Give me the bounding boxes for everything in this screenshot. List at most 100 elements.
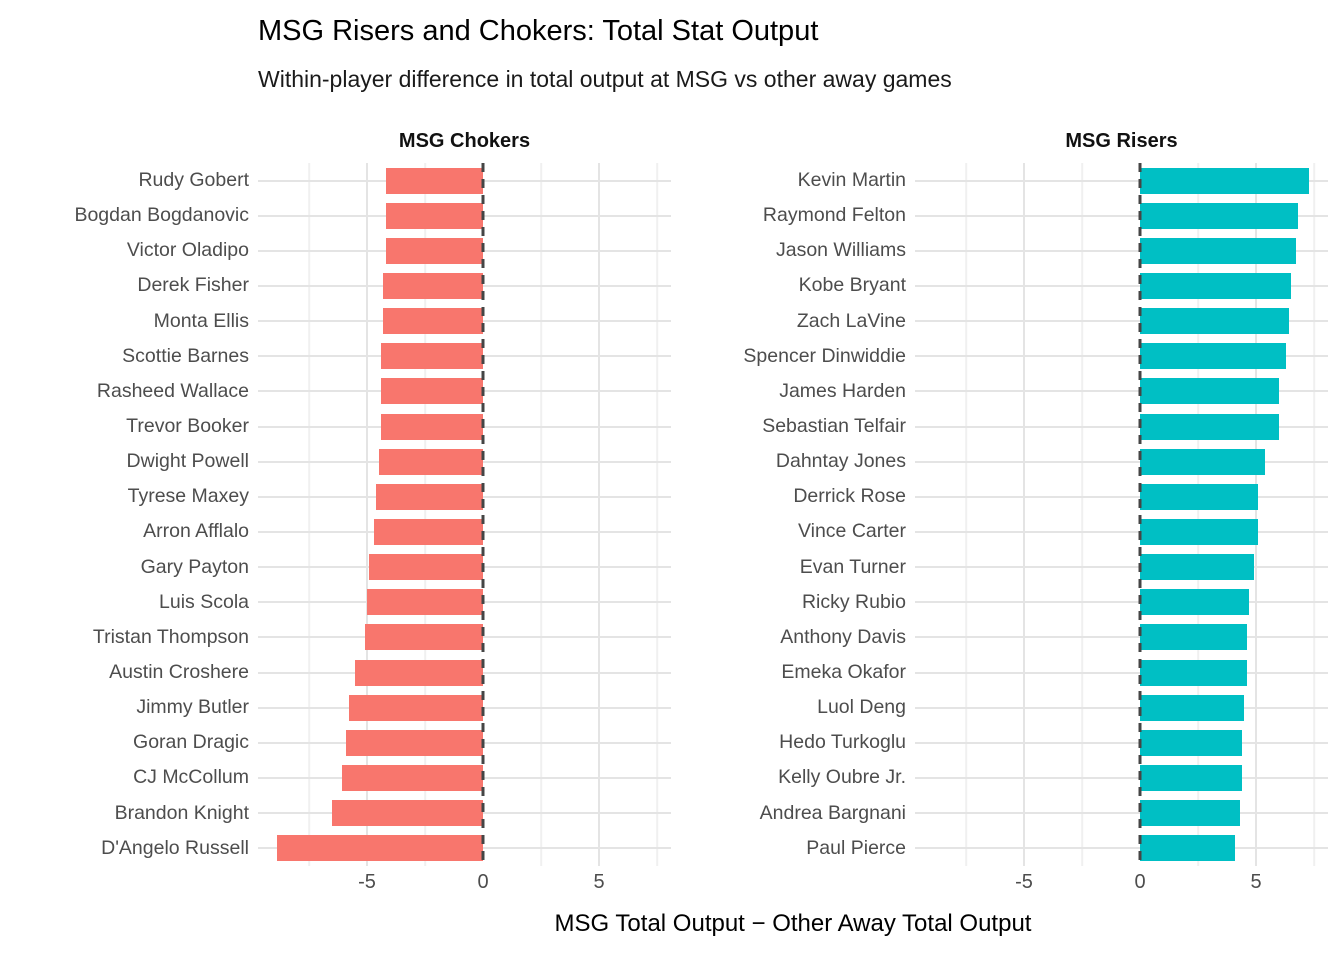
- player-label: Raymond Felton: [762, 204, 906, 227]
- player-label: James Harden: [779, 379, 906, 402]
- player-label: Trevor Booker: [126, 415, 249, 438]
- bar: [1140, 378, 1280, 405]
- bar: [380, 378, 484, 405]
- bar: [380, 413, 484, 440]
- bar-row: [258, 514, 671, 549]
- bar-row: [915, 233, 1328, 268]
- x-tick-label: -5: [358, 871, 376, 893]
- bar-row: [258, 198, 671, 233]
- bar: [376, 483, 484, 510]
- player-label: Derek Fisher: [137, 274, 249, 297]
- major-gridline: [366, 163, 369, 866]
- player-label: Kelly Oubre Jr.: [778, 766, 906, 789]
- row-gridline: [915, 847, 1328, 850]
- player-label: CJ McCollum: [133, 766, 249, 789]
- player-label: Hedo Turkoglu: [779, 731, 906, 754]
- facet-risers: MSG Risers Kevin Martin Raymond Felton Jas…: [671, 94, 1328, 900]
- bar-row: [258, 233, 671, 268]
- bar: [1140, 729, 1243, 756]
- bar: [369, 554, 484, 581]
- player-label: Spencer Dinwiddie: [743, 344, 906, 367]
- player-label: Rasheed Wallace: [96, 379, 249, 402]
- row-gridline: [915, 355, 1328, 358]
- player-label: Rudy Gobert: [138, 169, 249, 192]
- facet-strip-chokers: MSG Chokers: [398, 130, 531, 152]
- bar: [385, 167, 484, 194]
- facet-chokers: MSG Chokers Rudy Gobert Bogdan Bogdanovic…: [6, 94, 671, 900]
- bar: [1140, 343, 1287, 370]
- facet-container: MSG Chokers Rudy Gobert Bogdan Bogdanovic…: [6, 94, 1328, 900]
- bar-row: [258, 444, 671, 479]
- player-label: Scottie Barnes: [122, 344, 249, 367]
- bar: [383, 272, 484, 299]
- player-label: Andrea Bargnani: [759, 801, 906, 824]
- minor-gridline: [424, 163, 426, 866]
- row-gridline: [915, 706, 1328, 709]
- bar: [1140, 624, 1247, 651]
- bar: [385, 237, 484, 264]
- bar-row: [258, 655, 671, 690]
- bar: [346, 729, 484, 756]
- bar: [1140, 483, 1259, 510]
- bar-row: [915, 585, 1328, 620]
- row-gridline: [915, 776, 1328, 779]
- bar: [1140, 202, 1298, 229]
- bar-row: [258, 304, 671, 339]
- player-label: Kevin Martin: [797, 169, 906, 192]
- y-axis-labels-chokers: Rudy Gobert Bogdan Bogdanovic Victor Oladi…: [6, 163, 258, 866]
- bar-row: [258, 550, 671, 585]
- minor-gridline: [965, 163, 967, 866]
- x-tick-label: -5: [1015, 871, 1033, 893]
- x-axis-ticks-chokers: -5 0 5: [258, 866, 671, 900]
- player-label: Vince Carter: [797, 520, 906, 543]
- bar-row: [915, 374, 1328, 409]
- bar-row: [258, 796, 671, 831]
- player-label: Jason Williams: [775, 239, 906, 262]
- bar-row: [915, 444, 1328, 479]
- row-gridline: [915, 284, 1328, 287]
- player-label: Monta Ellis: [153, 309, 249, 332]
- player-label: Derrick Rose: [793, 485, 906, 508]
- bar-row: [915, 163, 1328, 198]
- bar: [1140, 237, 1296, 264]
- row-gridline: [915, 741, 1328, 744]
- player-label: Gary Payton: [140, 555, 249, 578]
- minor-gridline: [656, 163, 658, 866]
- row-gridline: [915, 636, 1328, 639]
- bar: [383, 308, 484, 335]
- bar: [1140, 764, 1243, 791]
- player-label: Anthony Davis: [780, 625, 906, 648]
- bar-row: [258, 374, 671, 409]
- bar-row: [258, 690, 671, 725]
- row-gridline: [915, 530, 1328, 533]
- x-tick-label: 0: [1134, 871, 1146, 893]
- player-label: Emeka Okafor: [781, 661, 906, 684]
- bar-row: [915, 304, 1328, 339]
- bar-row: [915, 339, 1328, 374]
- player-label: Bogdan Bogdanovic: [74, 204, 249, 227]
- bar: [385, 202, 484, 229]
- x-tick-label: 5: [593, 871, 605, 893]
- bar: [276, 835, 484, 862]
- player-label: Jimmy Butler: [136, 696, 249, 719]
- bar: [1140, 448, 1266, 475]
- bar-row: [915, 725, 1328, 760]
- bar-row: [258, 620, 671, 655]
- x-tick-label: 0: [477, 871, 489, 893]
- chart-subtitle: Within-player difference in total output…: [258, 66, 952, 92]
- major-gridline: [1255, 163, 1258, 866]
- row-gridline: [915, 214, 1328, 217]
- player-label: Arron Afflalo: [143, 520, 249, 543]
- row-gridline: [915, 671, 1328, 674]
- player-label: Luis Scola: [159, 590, 249, 613]
- bar-row: [915, 760, 1328, 795]
- bar-row: [258, 163, 671, 198]
- zero-reference-line: [1138, 163, 1142, 866]
- bar-row: [915, 655, 1328, 690]
- player-label: Paul Pierce: [806, 836, 906, 859]
- minor-gridline: [308, 163, 310, 866]
- bar: [1140, 694, 1245, 721]
- row-gridline: [915, 812, 1328, 815]
- panel-risers: [915, 163, 1328, 866]
